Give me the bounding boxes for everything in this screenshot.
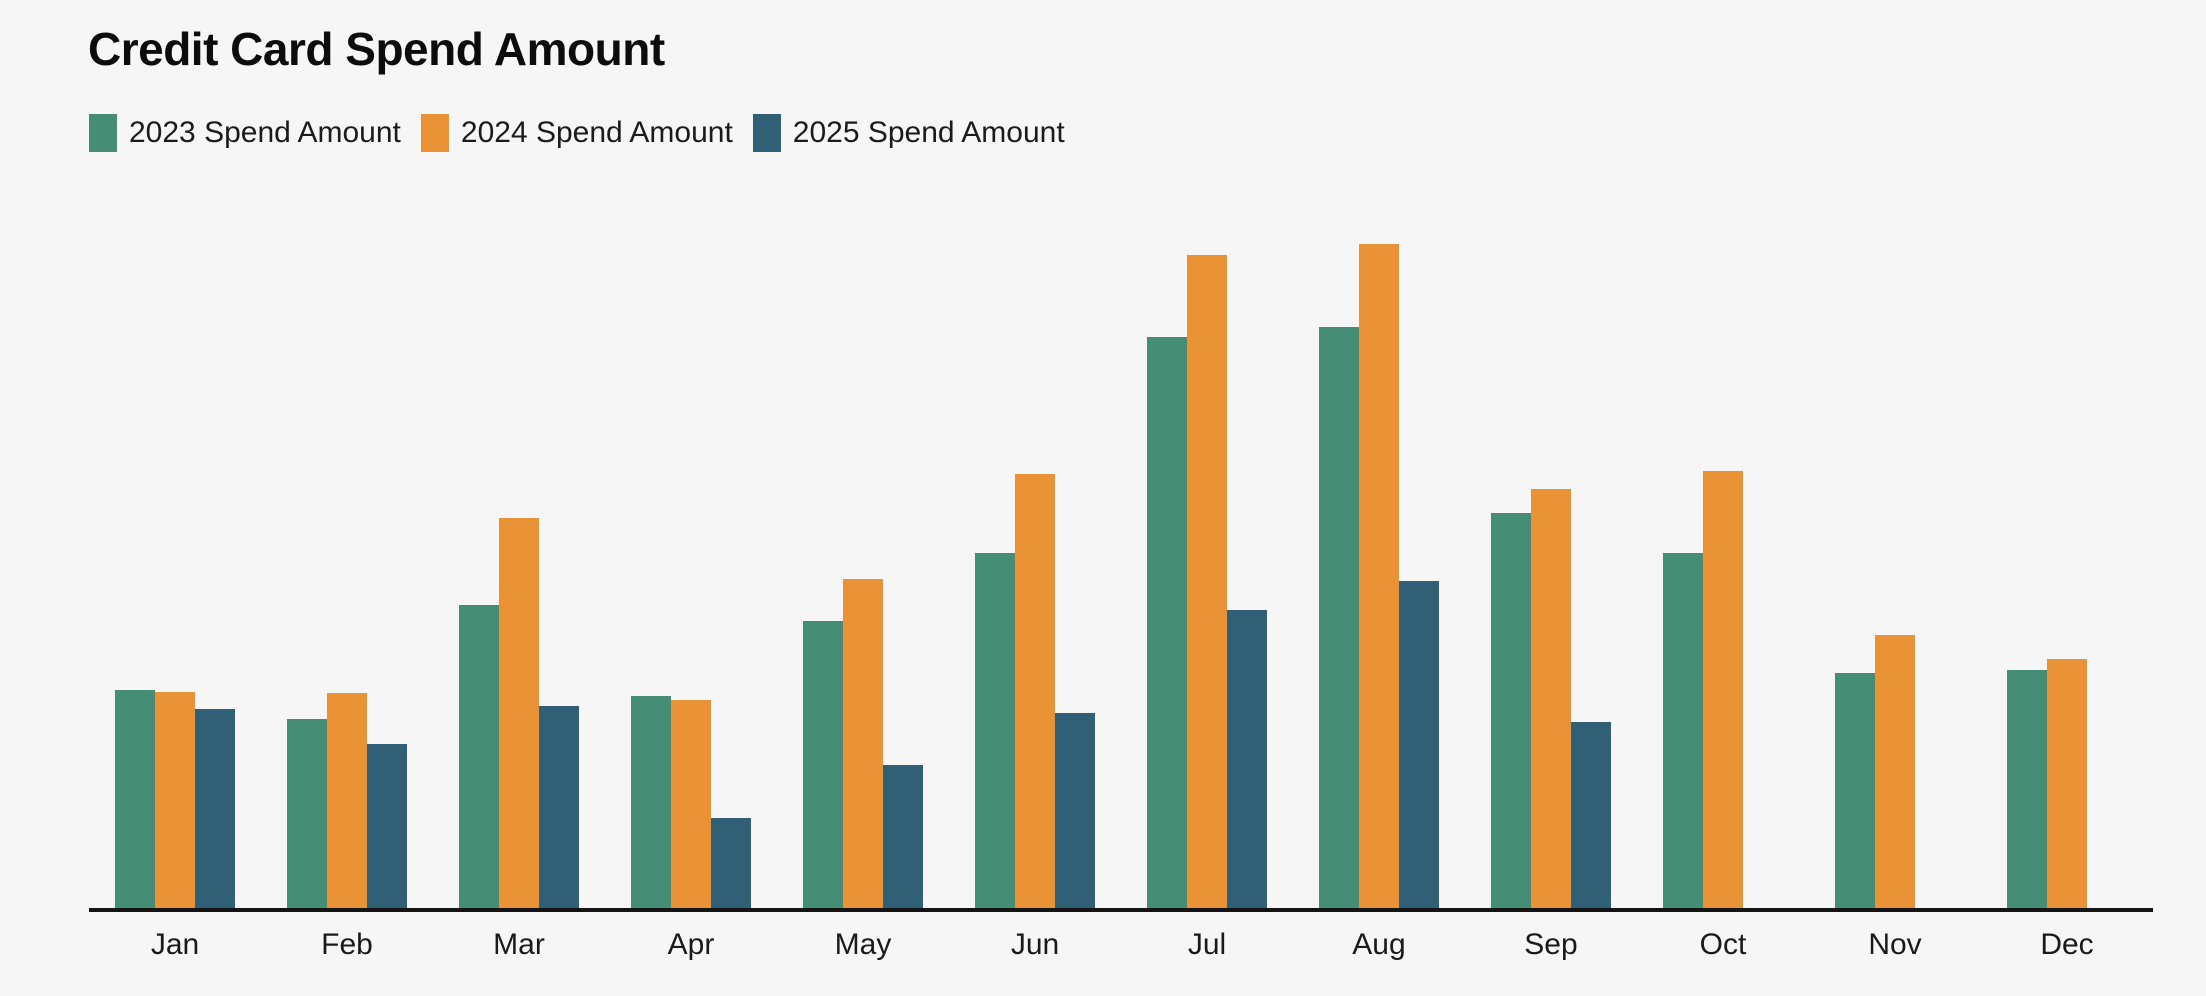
x-axis-label-apr: Apr	[667, 928, 715, 961]
bar-2024-jan[interactable]	[155, 692, 195, 908]
bar-2024-may[interactable]	[843, 579, 883, 908]
bar-2023-apr[interactable]	[631, 696, 671, 908]
x-axis-label-jan: Jan	[150, 928, 200, 961]
chart-plot-area	[89, 170, 2153, 912]
bar-2023-jun[interactable]	[975, 553, 1015, 908]
bar-2025-jun[interactable]	[1055, 713, 1095, 908]
legend-swatch-2025	[752, 114, 781, 152]
legend-label-2025: 2025 Spend Amount	[792, 116, 1065, 149]
legend-label-2024: 2024 Spend Amount	[460, 116, 733, 149]
bar-2024-jul[interactable]	[1187, 255, 1227, 908]
bar-group-feb	[261, 170, 433, 908]
x-axis-label-feb: Feb	[321, 928, 373, 961]
bar-group-apr	[605, 170, 777, 908]
x-axis-label-jun: Jun	[1010, 928, 1060, 961]
legend-swatch-2024	[420, 114, 449, 152]
bar-group-oct	[1637, 170, 1809, 908]
bar-group-jun	[949, 170, 1121, 908]
bar-2023-aug[interactable]	[1319, 327, 1359, 908]
legend-swatch-2023	[89, 114, 117, 152]
bar-2025-feb[interactable]	[367, 744, 407, 908]
bar-2023-feb[interactable]	[287, 719, 327, 908]
bar-2024-oct[interactable]	[1703, 471, 1743, 908]
legend-item-2025[interactable]: 2025 Spend Amount	[752, 114, 1065, 152]
bar-2024-feb[interactable]	[327, 693, 367, 908]
bar-group-dec	[1981, 170, 2153, 908]
bar-2023-dec[interactable]	[2007, 670, 2047, 908]
x-axis-label-nov: Nov	[1868, 928, 1922, 961]
bar-2024-mar[interactable]	[499, 518, 539, 908]
bar-group-jul	[1121, 170, 1293, 908]
x-axis-label-dec: Dec	[2040, 928, 2094, 961]
x-axis-label-oct: Oct	[1699, 928, 1747, 961]
bar-2023-mar[interactable]	[459, 605, 499, 908]
bar-2024-dec[interactable]	[2047, 659, 2087, 908]
x-axis-labels: Jan Feb Mar Apr May Jun Jul Aug Sep Oct Nov Dec	[89, 912, 2153, 962]
bar-2024-nov[interactable]	[1875, 635, 1915, 908]
bar-group-sep	[1465, 170, 1637, 908]
bar-2025-sep[interactable]	[1571, 722, 1611, 908]
bar-2025-jan[interactable]	[195, 709, 235, 908]
bar-2024-aug[interactable]	[1359, 244, 1399, 908]
bar-group-mar	[433, 170, 605, 908]
bar-chart: Jan Feb Mar Apr May Jun Jul Aug Sep Oct Nov Dec	[89, 170, 2153, 962]
bar-2023-jul[interactable]	[1147, 337, 1187, 908]
bar-2025-mar[interactable]	[539, 706, 579, 908]
bar-2024-apr[interactable]	[671, 700, 711, 908]
bar-2023-nov[interactable]	[1835, 673, 1875, 908]
bar-2025-jul[interactable]	[1227, 610, 1267, 908]
legend-item-2024[interactable]: 2024 Spend Amount	[420, 114, 733, 152]
x-axis-label-may: May	[834, 928, 892, 961]
bar-group-nov	[1809, 170, 1981, 908]
x-axis-label-mar: Mar	[493, 928, 545, 961]
bar-group-aug	[1293, 170, 1465, 908]
bar-2023-may[interactable]	[803, 621, 843, 908]
legend-item-2023[interactable]: 2023 Spend Amount	[89, 114, 401, 152]
bar-2025-aug[interactable]	[1399, 581, 1439, 908]
bar-2024-jun[interactable]	[1015, 474, 1055, 908]
bar-group-jan	[89, 170, 261, 908]
bar-2023-jan[interactable]	[115, 690, 155, 908]
chart-legend: 2023 Spend Amount 2024 Spend Amount 2025 S…	[89, 114, 1065, 152]
x-axis-label-jul: Jul	[1187, 928, 1227, 961]
bar-2024-sep[interactable]	[1531, 489, 1571, 908]
x-axis-label-aug: Aug	[1352, 928, 1406, 961]
legend-label-2023: 2023 Spend Amount	[129, 116, 401, 149]
bar-2023-sep[interactable]	[1491, 513, 1531, 908]
x-axis-label-sep: Sep	[1524, 928, 1578, 961]
bar-2025-apr[interactable]	[711, 818, 751, 908]
bar-2025-may[interactable]	[883, 765, 923, 908]
bar-2023-oct[interactable]	[1663, 553, 1703, 908]
bar-group-may	[777, 170, 949, 908]
chart-title: Credit Card Spend Amount	[88, 23, 665, 75]
